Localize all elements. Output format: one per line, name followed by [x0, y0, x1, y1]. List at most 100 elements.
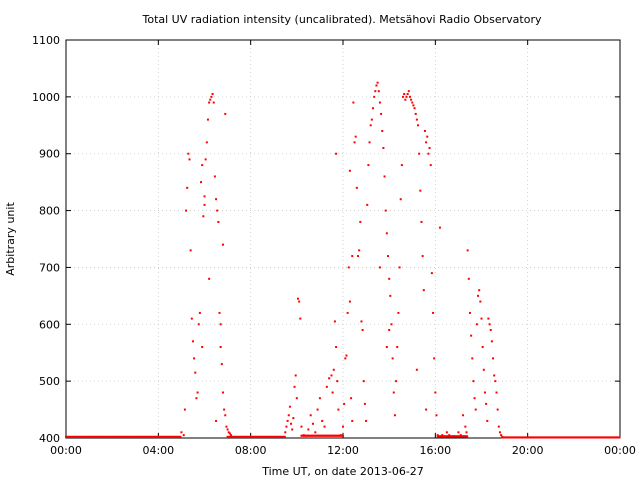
data-point	[403, 93, 406, 96]
data-point	[486, 419, 489, 422]
data-point	[290, 422, 293, 425]
data-point	[201, 346, 204, 349]
data-point	[203, 195, 206, 198]
data-point	[285, 425, 288, 428]
data-point	[187, 152, 190, 155]
data-point	[309, 414, 312, 417]
data-point	[291, 428, 294, 431]
data-point	[467, 277, 470, 280]
data-point	[479, 300, 482, 303]
data-point	[411, 101, 414, 104]
data-point	[494, 380, 497, 383]
data-point	[287, 414, 290, 417]
data-point	[395, 380, 398, 383]
data-point	[434, 391, 437, 394]
data-point	[208, 277, 211, 280]
data-point	[325, 385, 328, 388]
data-point	[194, 371, 197, 374]
x-tick-label: 00:00	[604, 444, 636, 457]
data-point	[415, 368, 418, 371]
data-point	[387, 255, 390, 258]
data-point	[389, 294, 392, 297]
x-tick-label: 00:00	[50, 444, 82, 457]
data-point	[342, 425, 344, 428]
data-point	[298, 300, 301, 303]
data-point	[385, 232, 388, 235]
data-point	[489, 328, 492, 331]
data-point	[224, 112, 227, 115]
data-point	[405, 95, 408, 98]
x-tick-label: 20:00	[512, 444, 544, 457]
data-point	[179, 435, 182, 438]
data-point	[228, 432, 231, 435]
data-point	[198, 311, 201, 314]
data-point	[332, 368, 335, 371]
data-point	[221, 243, 224, 246]
data-point	[225, 425, 228, 428]
data-point	[457, 431, 460, 434]
data-point	[209, 98, 212, 101]
data-point	[367, 164, 370, 167]
data-point	[348, 300, 351, 303]
data-point	[215, 198, 218, 201]
data-point	[420, 220, 423, 223]
data-point	[429, 164, 432, 167]
data-point	[190, 317, 193, 320]
y-tick-label: 400	[39, 432, 60, 445]
data-point	[382, 147, 385, 150]
data-point	[351, 255, 354, 258]
data-point	[221, 391, 224, 394]
data-point	[464, 425, 467, 428]
data-point	[219, 346, 222, 349]
data-point	[328, 377, 331, 380]
data-point	[346, 311, 349, 314]
data-point	[189, 249, 192, 252]
data-point	[223, 408, 226, 411]
data-point	[337, 408, 340, 411]
data-point	[390, 323, 393, 326]
data-point	[388, 277, 391, 280]
data-point	[208, 101, 211, 104]
data-point	[492, 357, 495, 360]
data-point	[377, 90, 380, 93]
x-tick-label: 04:00	[142, 444, 174, 457]
data-point	[197, 323, 200, 326]
data-point	[200, 181, 203, 184]
data-point	[185, 209, 188, 212]
data-point	[201, 164, 204, 167]
data-point	[195, 397, 198, 400]
data-point	[230, 434, 233, 437]
data-point	[369, 124, 372, 127]
data-point	[218, 311, 221, 314]
data-point	[196, 391, 199, 394]
y-tick-label: 800	[39, 205, 60, 218]
data-points	[65, 81, 621, 439]
data-point	[370, 118, 373, 121]
data-point	[363, 402, 366, 405]
y-axis-label: Arbitrary unit	[4, 202, 17, 276]
data-point	[426, 135, 429, 138]
data-point	[436, 434, 439, 437]
data-point	[227, 431, 230, 434]
chart-title: Total UV radiation intensity (uncalibrat…	[142, 13, 542, 26]
data-point	[378, 266, 381, 269]
data-point	[316, 408, 319, 411]
data-point	[462, 414, 465, 417]
data-point	[410, 98, 413, 101]
y-tick-labels: 400 500 600 700 800 900 1000 1100	[32, 34, 60, 445]
data-point	[365, 419, 368, 422]
data-point	[488, 323, 491, 326]
data-point	[213, 175, 216, 178]
data-point	[483, 391, 486, 394]
data-point	[321, 419, 324, 422]
data-point	[311, 422, 314, 425]
data-point	[210, 95, 213, 98]
data-point	[406, 93, 409, 96]
data-point	[188, 158, 191, 161]
data-point	[419, 189, 422, 192]
x-tick-labels: 00:00 04:00 08:00 12:00 16:00 20:00 00:00	[50, 444, 636, 457]
data-point	[404, 98, 407, 101]
axis-ticks	[65, 39, 621, 439]
data-point	[400, 164, 403, 167]
data-point	[314, 431, 317, 434]
